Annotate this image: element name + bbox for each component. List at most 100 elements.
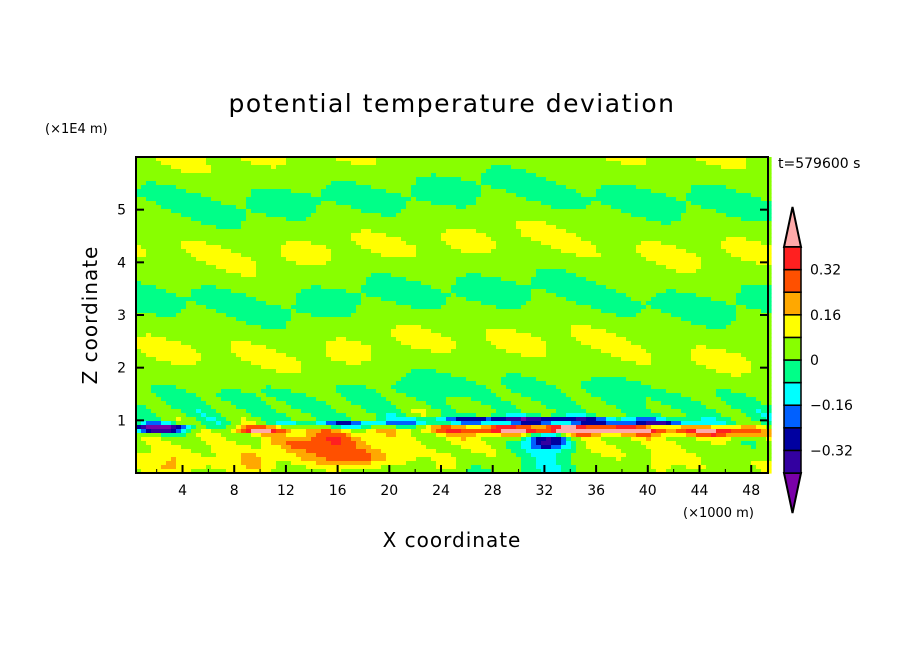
contour-cell [636, 221, 642, 226]
contour-cell [511, 169, 517, 174]
contour-cell [341, 213, 347, 218]
contour-cell [176, 205, 182, 210]
contour-cell [156, 189, 162, 194]
contour-cell [136, 277, 142, 282]
contour-cell [446, 257, 452, 262]
contour-cell [141, 173, 147, 178]
contour-cell [206, 161, 212, 166]
contour-cell [411, 309, 417, 314]
contour-cell [576, 245, 582, 250]
contour-cell [171, 285, 177, 290]
contour-cell [686, 181, 692, 186]
contour-cell [446, 249, 452, 254]
contour-cell [736, 309, 742, 314]
contour-cell [246, 289, 252, 294]
contour-cell [661, 217, 667, 222]
contour-cell [191, 165, 197, 170]
contour-cell [601, 177, 607, 182]
contour-cell [431, 181, 437, 186]
contour-cell [156, 161, 162, 166]
contour-cell [391, 241, 397, 246]
contour-cell [641, 197, 647, 202]
contour-cell [271, 253, 277, 258]
contour-cell [331, 253, 337, 258]
contour-cell [416, 177, 422, 182]
contour-cell [496, 277, 502, 282]
contour-cell [756, 261, 762, 266]
contour-cell [216, 277, 222, 282]
contour-cell [641, 281, 647, 286]
contour-cell [381, 237, 387, 242]
contour-cell [696, 249, 702, 254]
contour-cell [221, 293, 227, 298]
contour-cell [631, 161, 637, 166]
contour-cell [646, 173, 652, 178]
contour-cell [616, 209, 622, 214]
contour-cell [171, 225, 177, 230]
contour-cell [596, 229, 602, 234]
contour-cell [521, 237, 527, 242]
contour-cell [761, 293, 767, 298]
contour-cell [416, 293, 422, 298]
contour-cell [441, 173, 447, 178]
contour-cell [426, 237, 432, 242]
contour-cell [491, 249, 497, 254]
contour-cell [461, 281, 467, 286]
contour-cell [561, 221, 567, 226]
contour-cell [261, 157, 267, 162]
contour-cell [246, 269, 252, 274]
contour-cell [581, 209, 587, 214]
contour-cell [206, 309, 212, 314]
contour-cell [761, 169, 767, 174]
contour-cell [426, 257, 432, 262]
contour-cell [376, 293, 382, 298]
contour-cell [741, 221, 747, 226]
contour-cell [186, 185, 192, 190]
contour-cell [511, 197, 517, 202]
contour-cell [501, 261, 507, 266]
contour-cell [656, 269, 662, 274]
contour-cell [191, 161, 197, 166]
contour-cell [706, 205, 712, 210]
contour-cell [751, 281, 757, 286]
contour-cell [176, 221, 182, 226]
contour-cell [606, 289, 612, 294]
contour-cell [681, 309, 687, 314]
contour-cell [431, 217, 437, 222]
contour-cell [166, 177, 172, 182]
contour-cell [496, 185, 502, 190]
contour-cell [461, 297, 467, 302]
contour-cell [761, 205, 767, 210]
contour-cell [381, 189, 387, 194]
contour-cell [166, 237, 172, 242]
contour-cell [706, 225, 712, 230]
contour-cell [666, 233, 672, 238]
contour-cell [211, 221, 217, 226]
contour-cell [716, 197, 722, 202]
contour-cell [136, 197, 142, 202]
contour-cell [416, 185, 422, 190]
contour-cell [651, 205, 657, 210]
contour-cell [471, 189, 477, 194]
contour-cell [551, 261, 557, 266]
contour-cell [221, 217, 227, 222]
contour-cell [271, 313, 277, 318]
contour-cell [381, 241, 387, 246]
contour-cell [741, 181, 747, 186]
contour-cell [366, 165, 372, 170]
contour-cell [151, 233, 157, 238]
contour-cell [346, 197, 352, 202]
contour-cell [286, 233, 292, 238]
contour-cell [466, 289, 472, 294]
contour-cell [681, 157, 687, 162]
contour-cell [651, 293, 657, 298]
contour-cell [606, 201, 612, 206]
contour-cell [496, 297, 502, 302]
contour-cell [651, 157, 657, 162]
contour-cell [676, 241, 682, 246]
contour-cell [671, 289, 677, 294]
contour-cell [211, 185, 217, 190]
contour-cell [216, 237, 222, 242]
contour-cell [181, 169, 187, 174]
contour-cell [451, 169, 457, 174]
